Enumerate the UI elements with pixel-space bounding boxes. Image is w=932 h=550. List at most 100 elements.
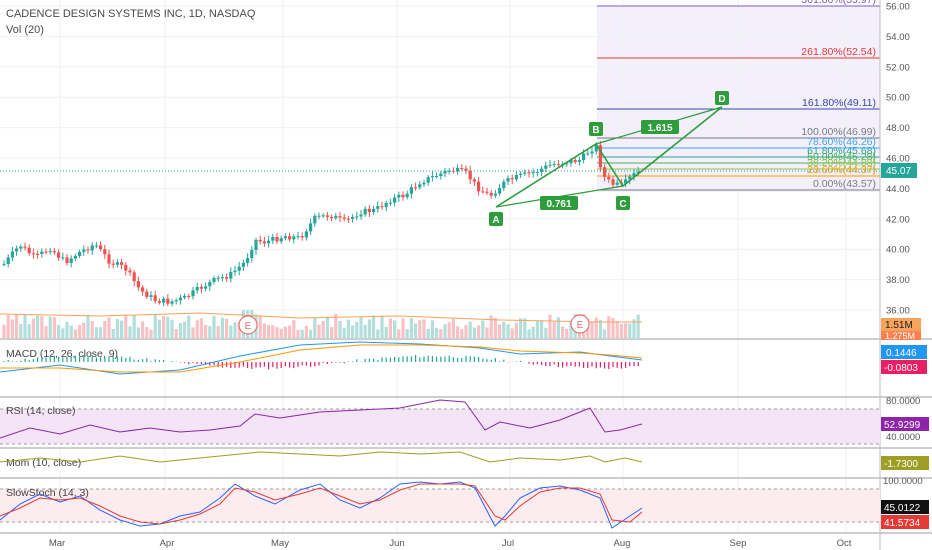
volume-bar <box>225 318 229 338</box>
candle-body <box>48 251 52 253</box>
volume-bar <box>111 328 115 338</box>
candle-body <box>388 202 392 204</box>
macd-tag-1 <box>881 345 927 359</box>
volume-bar <box>145 327 149 338</box>
candle-body <box>540 168 544 172</box>
candle-body <box>477 181 481 192</box>
candle-body <box>636 171 640 174</box>
candle-body <box>598 145 602 168</box>
candle-body <box>342 217 346 219</box>
candle-body <box>19 246 23 249</box>
candle-body <box>10 251 14 258</box>
volume-bar <box>468 321 472 338</box>
candle-body <box>31 253 35 255</box>
volume-bar <box>607 316 611 338</box>
volume-bar <box>229 325 233 338</box>
candle-body <box>523 172 527 174</box>
volume-bar <box>506 324 510 338</box>
momentum-pane[interactable]: Mom (10, close) <box>0 451 643 469</box>
volume-bar <box>82 322 86 338</box>
volume-bar <box>632 319 636 338</box>
symbol-title[interactable]: CADENCE DESIGN SYSTEMS INC, 1D, NASDAQ <box>6 8 256 20</box>
macd-pane[interactable]: MACD (12, 26, close, 9) <box>0 341 643 375</box>
ratio-bd-label: 1.615 <box>647 123 672 134</box>
time-tick: Mar <box>49 538 65 549</box>
candle-body <box>191 290 195 297</box>
candle-body <box>594 145 598 152</box>
candle-body <box>393 197 397 203</box>
volume-bar <box>86 315 90 338</box>
volume-bar <box>275 327 279 338</box>
candle-body <box>149 295 153 297</box>
volume-bar <box>166 316 170 338</box>
fib-extension[interactable]: 361.80%(55.97) 261.80%(52.54) 161.80%(49.1… <box>597 0 880 191</box>
time-axis[interactable]: Mar Apr May Jun Jul Aug Sep Oct <box>49 538 852 549</box>
candle-body <box>481 191 485 193</box>
price-tick: 54.00 <box>886 32 910 43</box>
candle-body <box>82 249 86 252</box>
candle-body <box>409 187 413 194</box>
volume-bar <box>90 321 94 338</box>
pattern-point-badge <box>489 212 503 226</box>
candle-body <box>607 176 611 180</box>
candle-body <box>178 297 182 301</box>
candle-body <box>73 255 77 259</box>
volume-bar <box>603 329 607 338</box>
volume-bar <box>52 317 56 338</box>
volume-bar <box>317 324 321 338</box>
candle-body <box>174 300 178 302</box>
volume-tags: 1.51M 1.275M <box>881 318 921 341</box>
candle-body <box>65 257 69 263</box>
candle-body <box>2 263 6 265</box>
fib-level-label: 361.80%(55.97) <box>801 0 876 6</box>
volume-bar <box>199 318 203 338</box>
volume-bar <box>502 321 506 338</box>
volume-bar <box>99 327 103 338</box>
earnings-letter: E <box>577 320 584 331</box>
time-tick: Oct <box>837 538 852 549</box>
time-tick: Aug <box>614 538 631 549</box>
candle-body <box>103 249 107 255</box>
volume-bar <box>65 321 69 338</box>
candle-body <box>426 177 430 183</box>
volume-bar <box>372 315 376 338</box>
rsi-tick-80: 80.0000 <box>886 396 920 407</box>
stoch-value-1: 45.0122 <box>884 503 921 514</box>
volume-bar <box>10 319 14 338</box>
volume-bar <box>220 317 224 338</box>
fib-level-label: 0.00%(43.57) <box>813 178 876 190</box>
candle-body <box>401 194 405 198</box>
earnings-marker-2[interactable]: E <box>570 314 590 334</box>
volume-bar <box>40 316 44 338</box>
candle-body <box>624 179 628 184</box>
candle-body <box>330 216 334 219</box>
volume-bar <box>485 327 489 338</box>
stoch-pane[interactable]: SlowStoch (14, 3) <box>0 481 880 529</box>
volume-bar <box>540 320 544 338</box>
last-price-value: 45.07 <box>886 166 911 177</box>
candle-body <box>611 179 615 185</box>
earnings-circle <box>238 315 258 335</box>
rsi-pane[interactable]: RSI (14, close) <box>0 399 880 445</box>
candle-body <box>384 203 388 208</box>
volume-bar <box>57 324 61 338</box>
volume-bar <box>48 316 52 338</box>
volume-bar <box>283 326 287 338</box>
candle-body <box>443 170 447 174</box>
candle-body <box>376 206 380 209</box>
last-price-box <box>881 163 917 178</box>
rsi-tag <box>881 417 929 431</box>
abcd-pattern[interactable]: A B C D 0.761 1.615 <box>489 91 729 226</box>
macd-signal-line <box>0 344 643 373</box>
price-axis[interactable]: 56.00 54.00 52.00 50.00 48.00 46.00 44.00 42.00… <box>886 2 910 317</box>
candle-body <box>141 287 145 292</box>
candle-body <box>493 193 497 196</box>
pattern-point-label: A <box>492 215 499 226</box>
candle-body <box>556 164 560 166</box>
volume-bar <box>94 327 98 338</box>
volume-bar <box>418 320 422 338</box>
candle-body <box>514 174 518 180</box>
volume-indicator-label[interactable]: Vol (20) <box>6 24 44 36</box>
earnings-marker-1[interactable]: E <box>238 315 258 335</box>
